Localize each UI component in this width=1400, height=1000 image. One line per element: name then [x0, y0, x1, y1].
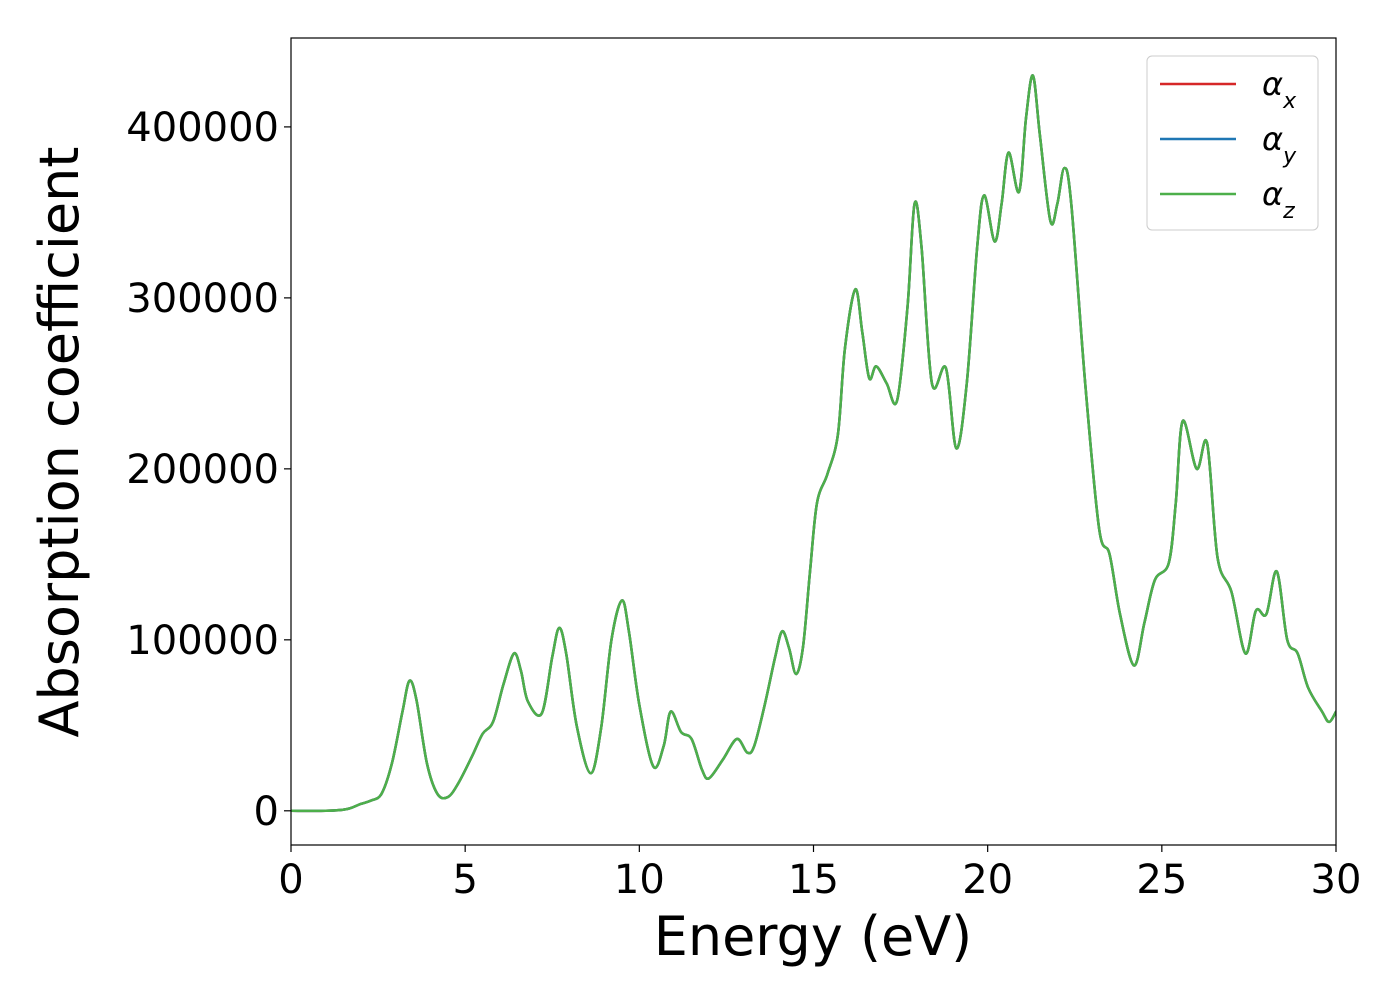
x-tick-label: 25	[1136, 857, 1187, 903]
y-tick-label: 300000	[126, 276, 279, 322]
y-axis: 0 100000 200000 300000 400000	[126, 105, 291, 835]
y-tick-label: 400000	[126, 105, 279, 151]
y-tick-label: 200000	[126, 447, 279, 493]
x-tick-label: 15	[788, 857, 839, 903]
x-axis: 0 5 10 15 20 25 30	[278, 845, 1361, 903]
x-axis-label: Energy (eV)	[654, 905, 973, 968]
legend-label-z: αz	[1262, 175, 1295, 224]
legend: αx αy αz	[1146, 55, 1319, 231]
y-tick-label: 0	[254, 789, 279, 835]
legend-label-x: αx	[1262, 65, 1297, 114]
series-line-z	[291, 74, 1336, 813]
legend-box	[1146, 55, 1319, 231]
series-layer	[291, 74, 1336, 813]
x-tick-label: 20	[962, 857, 1013, 903]
x-tick-label: 5	[452, 857, 477, 903]
x-tick-label: 0	[278, 857, 303, 903]
legend-label-y: αy	[1262, 120, 1297, 169]
y-tick-label: 100000	[126, 618, 279, 664]
y-axis-label: Absorption coefficient	[28, 147, 91, 738]
x-tick-label: 30	[1311, 857, 1362, 903]
x-tick-label: 10	[614, 857, 665, 903]
